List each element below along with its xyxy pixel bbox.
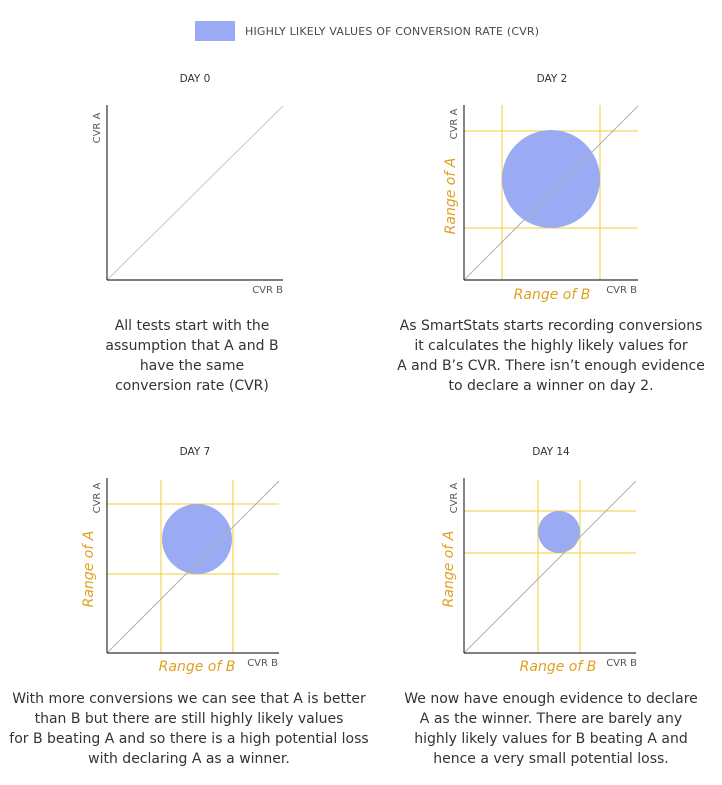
caption-line: it calculates the highly likely values f… — [414, 338, 688, 354]
caption-line: hence a very small potential loss. — [433, 751, 669, 767]
y-axis-label: CVR A — [92, 112, 103, 143]
caption-day-2: As SmartStats starts recording conversio… — [386, 316, 716, 396]
y-axis-label: CVR A — [449, 108, 460, 139]
caption-line: We now have enough evidence to declare — [404, 691, 698, 707]
caption-line: conversion rate (CVR) — [115, 378, 269, 394]
legend-label: HIGHLY LIKELY VALUES OF CONVERSION RATE … — [245, 24, 540, 38]
range-a-label: Range of A — [443, 158, 459, 235]
equal-cvr-diagonal — [463, 480, 637, 654]
caption-line: to declare a winner on day 2. — [448, 378, 654, 394]
caption-line: than B but there are still highly likely… — [34, 711, 344, 727]
caption-line: A and B’s CVR. There isn’t enough eviden… — [397, 358, 705, 374]
x-axis-label: CVR B — [247, 658, 278, 669]
caption-line: With more conversions we can see that A … — [12, 691, 366, 707]
range-a-label: Range of A — [441, 531, 457, 608]
range-b-label: Range of B — [520, 659, 597, 675]
likely-values-circle — [538, 511, 580, 553]
panel-title-day-0: DAY 0 — [179, 73, 211, 85]
equal-cvr-diagonal — [106, 480, 280, 654]
panel-title-day-2: DAY 2 — [536, 73, 568, 85]
likely-values-circle — [502, 130, 600, 228]
caption-line: A as the winner. There are barely any — [419, 711, 683, 727]
caption-line: All tests start with the — [114, 318, 270, 334]
legend-swatch — [195, 21, 235, 41]
y-axis-label: CVR A — [92, 482, 103, 513]
caption-line: assumption that A and B — [105, 338, 279, 354]
range-b-label: Range of B — [159, 659, 236, 675]
caption-line: have the same — [139, 358, 245, 374]
likely-values-circle — [162, 504, 232, 574]
equal-cvr-diagonal — [106, 105, 284, 281]
y-axis-label: CVR A — [449, 482, 460, 513]
caption-day-0: All tests start with the assumption that… — [52, 316, 332, 396]
caption-day-14: We now have enough evidence to declare A… — [378, 689, 722, 769]
panel-title-day-7: DAY 7 — [179, 446, 211, 458]
x-axis-label: CVR B — [606, 658, 637, 669]
legend: HIGHLY LIKELY VALUES OF CONVERSION RATE … — [195, 21, 539, 41]
range-a-label: Range of A — [81, 531, 97, 608]
caption-day-7: With more conversions we can see that A … — [8, 689, 370, 769]
range-b-label: Range of B — [514, 287, 591, 303]
x-axis-label: CVR B — [606, 285, 637, 296]
caption-line: highly likely values for B beating A and — [414, 731, 688, 747]
caption-line: As SmartStats starts recording conversio… — [399, 318, 703, 334]
caption-line: with declaring A as a winner. — [88, 751, 290, 767]
x-axis-label: CVR B — [252, 285, 283, 296]
caption-line: for B beating A and so there is a high p… — [9, 731, 369, 747]
panel-title-day-14: DAY 14 — [532, 446, 570, 458]
equal-cvr-diagonal — [463, 105, 639, 281]
